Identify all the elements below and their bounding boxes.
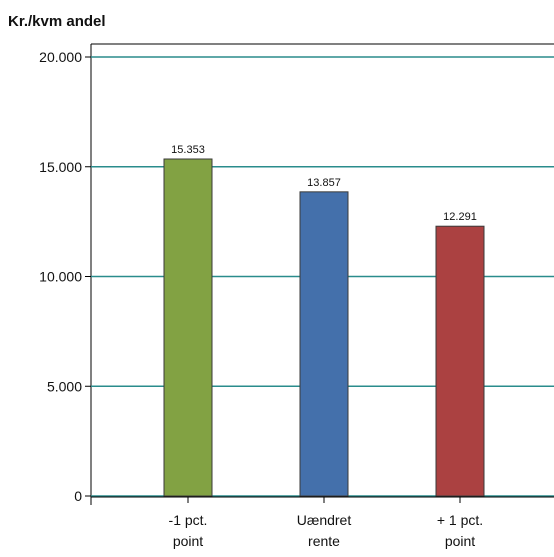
x-category-label: -1 pct. point <box>169 512 208 549</box>
bar <box>299 191 349 497</box>
y-tick-label: 5.000 <box>47 378 82 394</box>
y-tick-label: 10.000 <box>39 269 82 285</box>
x-category-label: Uændret rente <box>297 512 352 549</box>
bar-value-label: 15.353 <box>171 144 205 156</box>
bar-value-label: 12.291 <box>443 211 477 223</box>
y-tick-label: 20.000 <box>39 49 82 65</box>
x-category-label: + 1 pct. point <box>437 512 483 549</box>
bar-value-label: 13.857 <box>307 177 341 189</box>
y-axis-title: Kr./kvm andel <box>8 13 106 30</box>
y-tick-label: 15.000 <box>39 159 82 175</box>
y-tick-label: 0 <box>74 488 82 504</box>
bar <box>435 225 485 497</box>
bar <box>163 158 213 497</box>
